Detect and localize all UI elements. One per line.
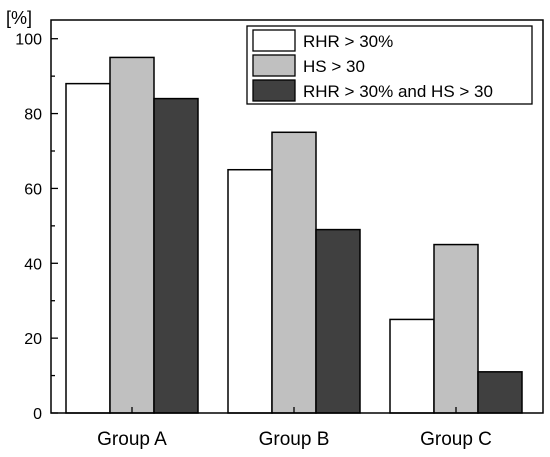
bar-group-a-series-1 bbox=[65, 82, 111, 414]
bar-group-c-series-1 bbox=[389, 318, 435, 414]
bar-group-a-series-2 bbox=[109, 56, 155, 414]
y-tick-label: 60 bbox=[24, 181, 42, 198]
x-tick-label: Group C bbox=[420, 429, 492, 450]
y-tick-label: 20 bbox=[24, 331, 42, 348]
y-tick-label: 80 bbox=[24, 107, 42, 124]
bar-group-b-series-3 bbox=[315, 228, 361, 414]
bar-group-b-series-1 bbox=[227, 168, 273, 414]
y-axis-label: [%] bbox=[6, 8, 32, 28]
bar-group-a-series-3 bbox=[153, 97, 199, 414]
legend-swatch-1 bbox=[252, 29, 296, 52]
legend-label-3: RHR > 30% and HS > 30 bbox=[303, 82, 493, 101]
plot-frame bbox=[50, 19, 544, 414]
bar-group-c-series-2 bbox=[433, 243, 479, 414]
legend-swatch-3 bbox=[252, 79, 296, 102]
bar-group-b-series-2 bbox=[271, 131, 317, 414]
bar-group-c-series-3 bbox=[477, 371, 523, 414]
ticks-layer: 0 20 40 60 80 100 Group A Group B Group C bbox=[15, 32, 492, 450]
y-tick-label: 0 bbox=[33, 406, 42, 423]
legend-label-1: RHR > 30% bbox=[303, 32, 393, 51]
legend-label-2: HS > 30 bbox=[303, 57, 365, 76]
y-tick-label: 40 bbox=[24, 256, 42, 273]
bars-layer bbox=[65, 56, 523, 414]
x-tick-label: Group B bbox=[259, 429, 330, 450]
legend-swatch-2 bbox=[252, 54, 296, 77]
x-tick-label: Group A bbox=[97, 429, 167, 450]
legend: RHR > 30% HS > 30 RHR > 30% and HS > 30 bbox=[246, 25, 533, 105]
y-tick-label: 100 bbox=[15, 32, 42, 49]
